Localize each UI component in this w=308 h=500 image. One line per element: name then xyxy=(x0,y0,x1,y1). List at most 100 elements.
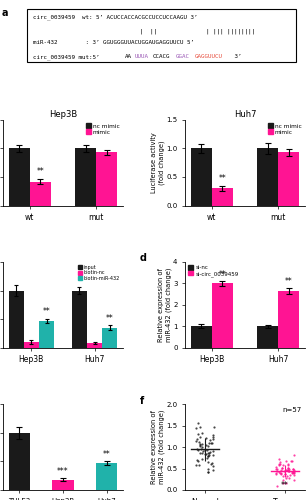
Bar xyxy=(9,148,30,206)
Text: **: ** xyxy=(281,481,289,490)
Bar xyxy=(278,152,299,206)
Point xyxy=(203,450,208,458)
Point xyxy=(280,472,285,480)
Point xyxy=(195,456,200,464)
Point xyxy=(203,450,208,458)
Point xyxy=(291,465,296,473)
Point xyxy=(210,466,215,474)
Point xyxy=(292,451,297,459)
Bar xyxy=(257,148,278,206)
Point xyxy=(278,460,282,468)
Point xyxy=(286,462,290,469)
Point xyxy=(277,461,282,469)
Bar xyxy=(96,152,117,206)
Point xyxy=(201,447,205,455)
Point xyxy=(291,469,296,477)
Bar xyxy=(212,188,233,206)
Text: n=57: n=57 xyxy=(282,407,301,413)
Point xyxy=(206,451,211,459)
Bar xyxy=(39,321,54,348)
Point xyxy=(284,472,289,480)
Bar xyxy=(191,148,212,206)
Legend: si-nc, si-circ_0039459: si-nc, si-circ_0039459 xyxy=(188,265,239,278)
Point xyxy=(197,424,202,432)
Y-axis label: Relative expression of
miR-432 (fold change): Relative expression of miR-432 (fold cha… xyxy=(151,410,165,484)
Point xyxy=(290,470,294,478)
Point xyxy=(287,471,292,479)
Bar xyxy=(96,463,117,490)
Point xyxy=(194,436,199,444)
Point xyxy=(286,464,290,472)
Point xyxy=(278,470,283,478)
Point xyxy=(276,454,281,462)
Text: AA: AA xyxy=(125,54,132,60)
Point xyxy=(210,435,215,443)
Point xyxy=(196,446,201,454)
Legend: nc mimic, mimic: nc mimic, mimic xyxy=(85,122,120,135)
Point xyxy=(284,474,289,482)
Point xyxy=(196,430,201,438)
Point xyxy=(287,467,292,475)
Point xyxy=(197,449,202,457)
Point xyxy=(275,467,280,475)
Point xyxy=(195,456,200,464)
Point xyxy=(196,438,201,446)
Point xyxy=(205,452,210,460)
Text: GAGGUUCU: GAGGUUCU xyxy=(194,54,222,60)
Text: f: f xyxy=(140,396,144,406)
Point xyxy=(277,458,282,466)
Point xyxy=(278,468,283,476)
Text: ***: *** xyxy=(57,466,69,475)
Point xyxy=(288,457,293,465)
Point xyxy=(291,465,296,473)
Point xyxy=(197,441,202,449)
Text: UUUA: UUUA xyxy=(135,54,148,60)
Point xyxy=(208,436,213,444)
Bar xyxy=(212,284,233,348)
Point xyxy=(193,462,198,469)
Point xyxy=(273,470,278,478)
Point xyxy=(279,469,284,477)
Point xyxy=(200,430,205,438)
Point xyxy=(199,455,204,463)
Text: a: a xyxy=(2,8,8,18)
Point xyxy=(209,460,213,468)
Point xyxy=(202,446,207,454)
Point xyxy=(273,465,278,473)
Y-axis label: Luciferase activity
(fold change): Luciferase activity (fold change) xyxy=(151,132,165,193)
FancyBboxPatch shape xyxy=(27,9,296,62)
Bar xyxy=(52,480,74,490)
Point xyxy=(281,466,286,474)
Point xyxy=(280,476,285,484)
Title: Huh7: Huh7 xyxy=(234,110,256,119)
Bar xyxy=(9,433,30,490)
Point xyxy=(205,454,209,462)
Bar xyxy=(72,290,87,348)
Bar xyxy=(278,291,299,348)
Point xyxy=(289,468,294,475)
Point xyxy=(195,444,200,452)
Point xyxy=(286,466,290,474)
Point xyxy=(207,438,212,446)
Point xyxy=(209,439,214,447)
Point xyxy=(206,468,211,476)
Point xyxy=(279,464,284,472)
Text: |  ||              | ||| ||||||||: | || | ||| |||||||| xyxy=(122,28,255,34)
Point xyxy=(276,460,281,468)
Text: **: ** xyxy=(106,314,114,323)
Point xyxy=(212,423,217,431)
Point xyxy=(285,464,290,472)
Point xyxy=(196,420,201,428)
Point xyxy=(292,466,297,474)
Point xyxy=(205,466,210,473)
Text: GGAC: GGAC xyxy=(176,54,190,60)
Text: **: ** xyxy=(219,174,226,184)
Point xyxy=(285,466,290,474)
Point xyxy=(291,471,296,479)
Text: 3’: 3’ xyxy=(231,54,242,60)
Point xyxy=(210,447,215,455)
Point xyxy=(291,476,296,484)
Text: miR-432        : 3’ GGUGGGUUACUGGAUGAGGUUCU 5’: miR-432 : 3’ GGUGGGUUACUGGAUGAGGUUCU 5’ xyxy=(33,40,194,45)
Point xyxy=(198,440,203,448)
Point xyxy=(205,468,210,475)
